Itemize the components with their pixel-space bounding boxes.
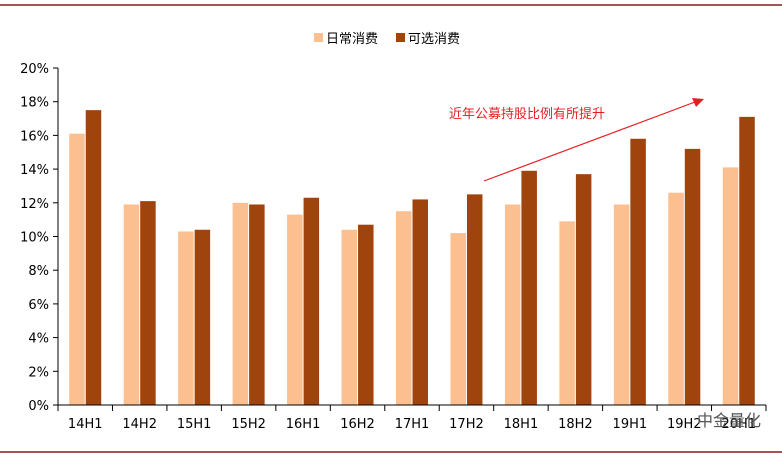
y-tick-label: 4% — [28, 332, 49, 347]
bar-series-0 — [287, 214, 303, 405]
x-axis: 14H1 14H2 15H1 15H2 16H1 16H2 17H1 17H2 18H1 18H2… — [57, 404, 767, 432]
bar-series-0 — [232, 202, 249, 405]
bar-series-0 — [504, 204, 521, 405]
bar-series-1 — [85, 110, 102, 405]
bar-series-0 — [613, 204, 630, 405]
x-tick-label: 18H1 — [504, 417, 539, 432]
bar-series-1 — [630, 138, 646, 405]
bar-series-1 — [739, 116, 755, 406]
legend: 日常消费 可选消费 — [314, 32, 460, 47]
trend-arrow-head — [692, 98, 704, 107]
y-tick-label: 18% — [20, 96, 49, 111]
bar-series-0 — [668, 192, 684, 405]
trend-annotation-text: 近年公募持股比例有所提升 — [449, 106, 605, 122]
bar-series-1 — [575, 174, 592, 405]
x-tick-label: 17H1 — [395, 417, 430, 432]
bar-series-1 — [521, 170, 537, 405]
y-tick-label: 2% — [28, 365, 49, 380]
legend-swatch-series-0 — [314, 33, 323, 42]
bar-series-0 — [450, 233, 466, 405]
bar-series-0 — [341, 229, 358, 405]
bar-series-0 — [722, 167, 739, 405]
x-tick-label: 18H2 — [558, 417, 593, 432]
x-tick-label: 15H2 — [231, 417, 266, 432]
y-tick-label: 8% — [28, 264, 49, 279]
trend-annotation: 近年公募持股比例有所提升 — [449, 98, 704, 182]
y-tick-label: 6% — [28, 298, 49, 313]
x-tick-label: 17H2 — [449, 417, 484, 432]
bar-series-0 — [559, 221, 575, 405]
y-tick-label: 0% — [28, 399, 49, 414]
x-tick-label: 16H1 — [286, 417, 321, 432]
x-tick-label: 19H2 — [667, 417, 702, 432]
x-tick-label: 14H2 — [122, 417, 157, 432]
legend-swatch-series-1 — [396, 33, 405, 42]
bar-series-1 — [249, 204, 265, 405]
bar-series-1 — [684, 148, 701, 405]
bar-series-1 — [303, 197, 320, 405]
x-tick-label: 15H1 — [177, 417, 212, 432]
bar-series-1 — [466, 194, 483, 405]
x-tick-label: 20H1 — [721, 417, 756, 432]
bar-series-1 — [140, 201, 156, 405]
x-tick-label: 14H1 — [68, 417, 103, 432]
y-tick-label: 12% — [20, 197, 49, 212]
y-tick-label: 20% — [20, 62, 49, 77]
bar-series-1 — [412, 199, 428, 405]
x-tick-label: 16H2 — [340, 417, 375, 432]
bars — [69, 110, 755, 406]
bar-series-0 — [69, 133, 85, 405]
watermark-text: 中金量化 — [697, 411, 761, 430]
bar-series-0 — [123, 204, 140, 405]
trend-arrow-line — [483, 101, 696, 182]
bar-series-0 — [178, 231, 194, 405]
y-axis: 0% 2% 4% 6% 8% 10% 12% 14% 16% 18% 20% — [20, 62, 59, 414]
x-tick-label: 19H1 — [613, 417, 648, 432]
y-tick-label: 10% — [20, 231, 49, 246]
bar-series-1 — [358, 224, 374, 405]
y-tick-label: 16% — [20, 129, 49, 144]
bar-series-1 — [194, 229, 211, 405]
legend-label-series-1: 可选消费 — [408, 32, 460, 47]
y-tick-label: 14% — [20, 163, 49, 178]
legend-label-series-0: 日常消费 — [326, 32, 378, 47]
bar-series-0 — [396, 211, 412, 405]
